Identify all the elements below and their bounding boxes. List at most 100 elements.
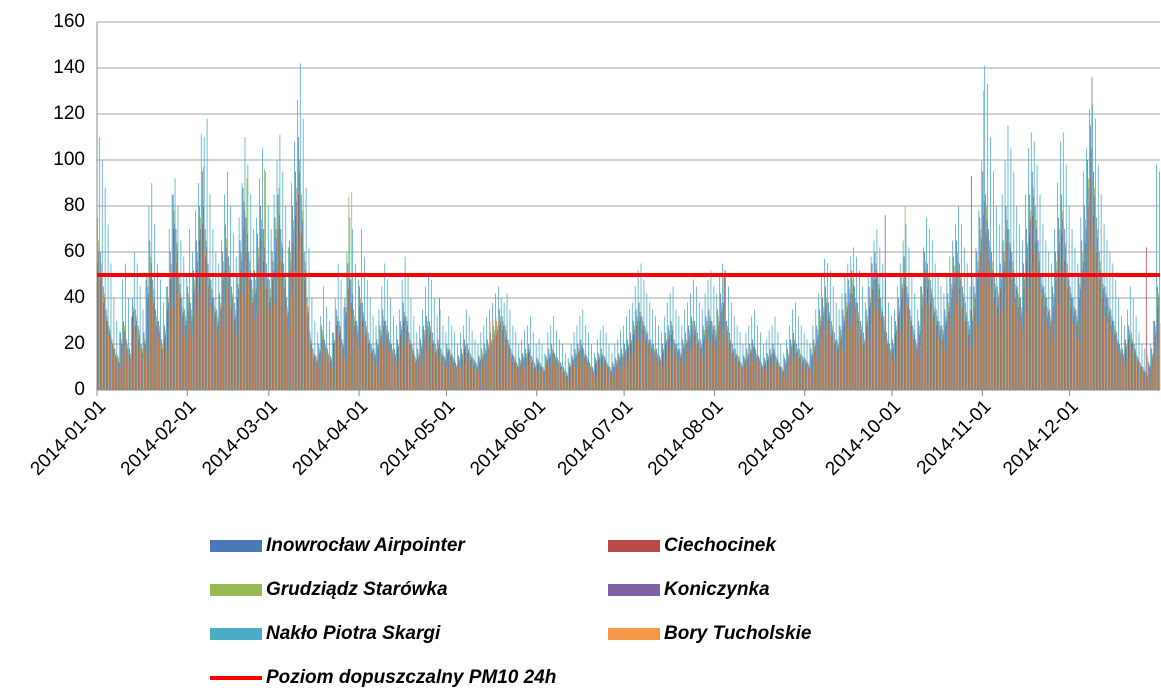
bar xyxy=(246,178,248,390)
bar xyxy=(385,321,387,390)
bar xyxy=(1090,178,1092,390)
bar xyxy=(400,325,402,390)
bar xyxy=(193,270,194,390)
bar xyxy=(828,321,830,390)
bar xyxy=(845,293,847,390)
bar xyxy=(704,334,706,390)
bar xyxy=(674,344,676,390)
bar xyxy=(179,284,181,390)
bar xyxy=(887,339,888,390)
bar xyxy=(907,293,909,390)
bar xyxy=(1041,298,1042,390)
bar xyxy=(714,325,716,390)
bar xyxy=(492,302,493,390)
bar xyxy=(1064,242,1066,390)
bar xyxy=(853,314,855,390)
bar xyxy=(558,360,559,390)
bar xyxy=(315,355,317,390)
bar xyxy=(428,275,429,390)
bar xyxy=(743,371,744,390)
bar xyxy=(1105,293,1107,390)
bar xyxy=(239,240,241,390)
bar xyxy=(209,279,210,390)
bar xyxy=(983,91,985,390)
bar xyxy=(240,252,242,390)
bar xyxy=(911,275,913,390)
bar xyxy=(1150,344,1152,390)
bar xyxy=(839,325,841,390)
bar xyxy=(1088,178,1089,390)
bar xyxy=(218,263,220,390)
bar xyxy=(230,286,232,390)
bar xyxy=(608,367,609,390)
bar xyxy=(711,321,713,390)
bar xyxy=(753,346,755,390)
bar xyxy=(530,360,532,390)
bar xyxy=(910,321,912,390)
bar xyxy=(1077,263,1079,390)
bar xyxy=(225,256,227,390)
bar xyxy=(929,309,931,390)
bar xyxy=(960,279,962,390)
bar xyxy=(998,224,1000,390)
bar xyxy=(680,353,682,390)
bar xyxy=(149,240,151,390)
bar xyxy=(1096,229,1098,390)
bar xyxy=(532,332,534,390)
bar xyxy=(960,275,961,390)
bar xyxy=(650,348,652,390)
bar xyxy=(1091,77,1093,390)
bar xyxy=(1069,309,1071,390)
bar xyxy=(121,344,123,390)
bar xyxy=(831,334,833,390)
bar xyxy=(686,341,688,390)
bar xyxy=(494,334,496,390)
bar xyxy=(600,367,602,390)
bar xyxy=(607,367,608,390)
bar xyxy=(364,334,366,390)
bar xyxy=(257,233,258,390)
bar xyxy=(597,369,599,390)
bar xyxy=(848,302,850,390)
bar xyxy=(454,367,456,390)
bar xyxy=(1142,367,1144,390)
bar xyxy=(165,286,167,390)
bar xyxy=(160,344,162,390)
bar xyxy=(1119,353,1121,390)
bar xyxy=(485,350,487,390)
bar xyxy=(334,341,336,390)
bar xyxy=(405,334,407,390)
bar xyxy=(253,229,255,390)
bar xyxy=(350,302,352,390)
bar xyxy=(565,376,567,390)
bar xyxy=(469,360,471,390)
bar xyxy=(382,309,384,390)
bar xyxy=(384,339,386,390)
bar xyxy=(991,252,992,390)
bar xyxy=(1036,229,1038,390)
bar xyxy=(504,341,506,390)
bar xyxy=(544,353,546,390)
bar xyxy=(738,362,739,390)
bar xyxy=(216,325,218,390)
bar xyxy=(871,323,872,390)
bar xyxy=(1018,298,1020,390)
bar xyxy=(149,275,151,390)
bar xyxy=(634,286,636,390)
bar xyxy=(638,302,640,390)
bar xyxy=(946,275,948,390)
bar xyxy=(354,321,356,390)
bar xyxy=(1065,247,1067,390)
bar xyxy=(987,265,989,390)
bar xyxy=(1020,298,1021,390)
bar xyxy=(1055,279,1057,390)
bar xyxy=(827,263,828,390)
bar xyxy=(564,353,566,390)
bar xyxy=(221,240,223,390)
bar xyxy=(425,286,426,390)
bar xyxy=(675,309,677,390)
bar xyxy=(604,357,606,390)
x-tick-label: 2014-02-01 xyxy=(117,396,201,480)
bar xyxy=(1073,307,1075,390)
bar xyxy=(1112,339,1114,390)
